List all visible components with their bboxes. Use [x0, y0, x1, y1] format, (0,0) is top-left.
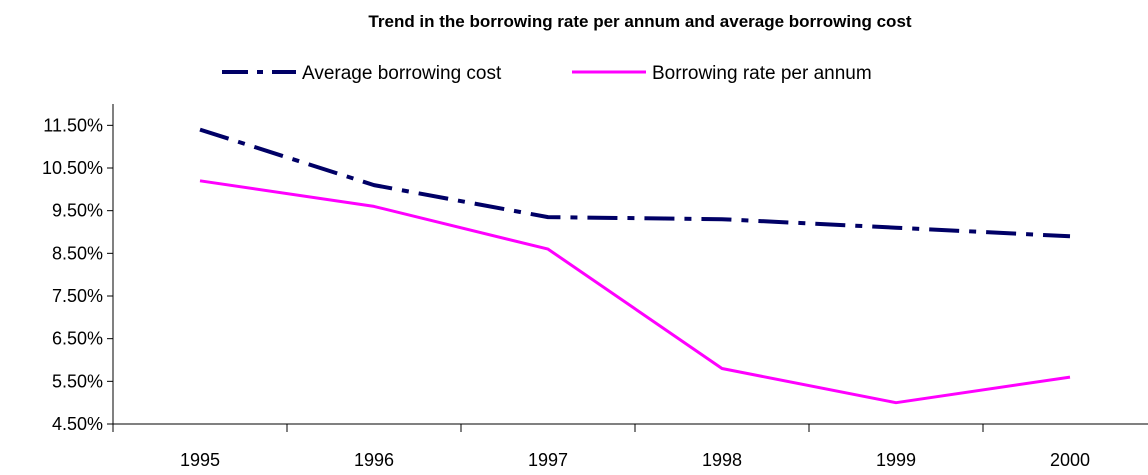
legend-label-borrowing-rate: Borrowing rate per annum — [652, 63, 872, 84]
x-tick-label: 2000 — [1050, 450, 1090, 470]
x-tick-label: 1999 — [876, 450, 916, 470]
series-line-average-borrowing-cost — [200, 130, 1070, 237]
y-tick-label: 10.50% — [42, 158, 103, 178]
legend-label-average-borrowing-cost: Average borrowing cost — [302, 63, 502, 84]
y-ticks: 4.50% 5.50% 6.50% 7.50% 8.50% 9.50% 10.50% 11.5… — [42, 115, 113, 434]
y-tick-label: 6.50% — [52, 329, 103, 349]
series-line-borrowing-rate-per-annum — [200, 181, 1070, 403]
x-tick-label: 1996 — [354, 450, 394, 470]
legend: Average borrowing cost Borrowing rate pe… — [222, 63, 872, 84]
y-tick-label: 4.50% — [52, 414, 103, 434]
x-ticks: 1995 1996 1997 1998 1999 2000 — [113, 424, 1090, 470]
x-tick-label: 1995 — [180, 450, 220, 470]
chart-title: Trend in the borrowing rate per annum an… — [368, 12, 911, 31]
series-layer — [200, 130, 1070, 403]
x-tick-label: 1997 — [528, 450, 568, 470]
y-tick-label: 7.50% — [52, 286, 103, 306]
y-tick-label: 11.50% — [43, 115, 103, 135]
y-tick-label: 5.50% — [52, 371, 103, 391]
x-tick-label: 1998 — [702, 450, 742, 470]
y-tick-label: 9.50% — [52, 201, 103, 221]
y-tick-label: 8.50% — [52, 243, 103, 263]
